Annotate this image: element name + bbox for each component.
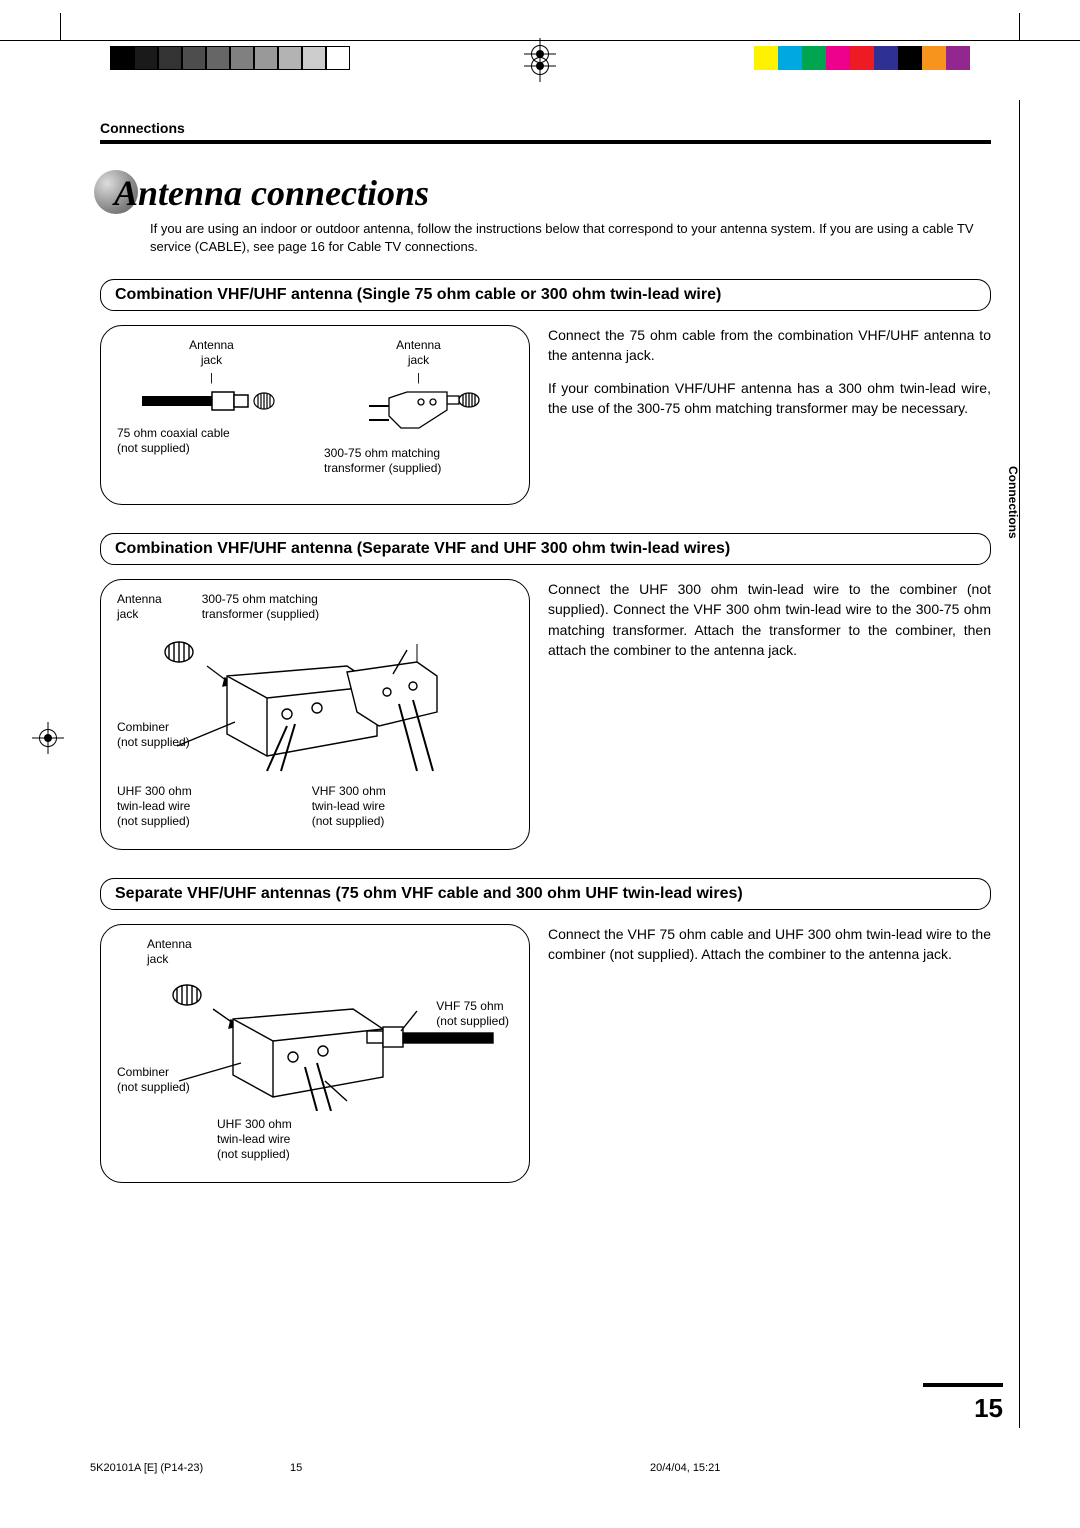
diagram-box-3: Antenna jack [100, 924, 530, 1183]
section-2-para-1: Connect the UHF 300 ohm twin-lead wire t… [548, 579, 991, 660]
diagram1-antenna-jack-label-1: Antenna jack [117, 338, 306, 368]
grayscale-bar [110, 46, 350, 70]
section-1-para-2: If your combination VHF/UHF antenna has … [548, 378, 991, 419]
combiner-transformer-diagram-icon [117, 626, 497, 776]
section-3-para-1: Connect the VHF 75 ohm cable and UHF 300… [548, 924, 991, 965]
diagram1-coax-caption: 75 ohm coaxial cable (not supplied) [117, 426, 306, 456]
print-footer: 5K20101A [E] (P14-23) 15 20/4/04, 15:21 [90, 1462, 990, 1474]
matching-transformer-icon [349, 386, 489, 436]
registration-mark-bottom [524, 50, 556, 82]
diagram3-antenna-jack-label: Antenna jack [147, 937, 513, 967]
diagram3-combiner-label: Combiner (not supplied) [117, 1065, 190, 1095]
page-title: Antenna connections [100, 172, 991, 214]
diagram1-antenna-jack-label-2: Antenna jack [324, 338, 513, 368]
section-heading-3: Separate VHF/UHF antennas (75 ohm VHF ca… [100, 878, 991, 910]
diagram-box-1: Antenna jack | [100, 325, 530, 505]
page-title-text: Antenna connections [114, 173, 429, 213]
section-heading-2: Combination VHF/UHF antenna (Separate VH… [100, 533, 991, 565]
section-2-description: Connect the UHF 300 ohm twin-lead wire t… [548, 579, 991, 850]
section-body-1: Antenna jack | [100, 325, 991, 505]
diagram2-transformer-label: 300-75 ohm matching transformer (supplie… [202, 592, 319, 622]
diagram2-uhf-label: UHF 300 ohm twin-lead wire (not supplied… [117, 784, 192, 829]
section-3-description: Connect the VHF 75 ohm cable and UHF 300… [548, 924, 991, 1183]
page-number: 15 [923, 1383, 1003, 1424]
diagram1-transformer-caption: 300-75 ohm matching transformer (supplie… [324, 446, 513, 476]
section-header: Connections [100, 120, 991, 144]
footer-page: 15 [290, 1462, 530, 1474]
side-tab-label: Connections [1003, 460, 1023, 545]
diagram3-uhf-label: UHF 300 ohm twin-lead wire (not supplied… [217, 1117, 513, 1162]
coax-cable-icon [142, 386, 282, 416]
section-heading-1: Combination VHF/UHF antenna (Single 75 o… [100, 279, 991, 311]
diagram2-combiner-label: Combiner (not supplied) [117, 720, 190, 750]
diagram3-vhf75-label: VHF 75 ohm (not supplied) [436, 999, 509, 1029]
section-body-2: Antenna jack 300-75 ohm matching transfo… [100, 579, 991, 850]
intro-paragraph: If you are using an indoor or outdoor an… [150, 220, 991, 255]
diagram-box-2: Antenna jack 300-75 ohm matching transfo… [100, 579, 530, 850]
footer-timestamp: 20/4/04, 15:21 [530, 1462, 990, 1474]
section-1-para-1: Connect the 75 ohm cable from the combin… [548, 325, 991, 366]
section-body-3: Antenna jack [100, 924, 991, 1183]
diagram2-antenna-jack-label: Antenna jack [117, 592, 162, 622]
color-bar [730, 46, 970, 70]
section-1-description: Connect the 75 ohm cable from the combin… [548, 325, 991, 505]
diagram2-vhf-label: VHF 300 ohm twin-lead wire (not supplied… [312, 784, 386, 829]
footer-doc-id: 5K20101A [E] (P14-23) [90, 1462, 290, 1474]
page-frame: Connections Antenna connections If you a… [60, 100, 1020, 1428]
